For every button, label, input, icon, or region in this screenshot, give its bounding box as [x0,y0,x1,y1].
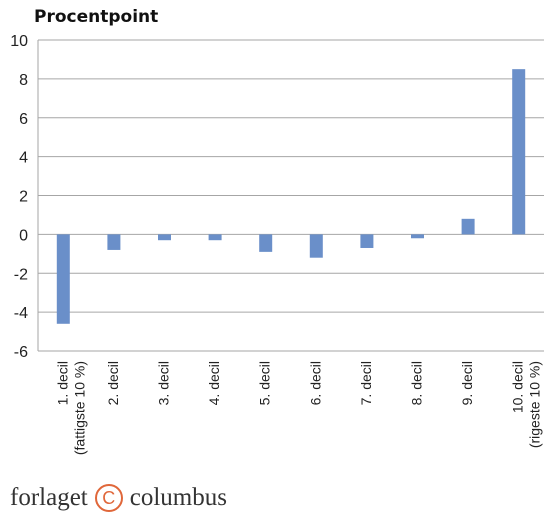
category-label: 9. decil [459,361,475,405]
category-label: (rigeste 10 %) [527,361,543,448]
category-labels: 1. decil (fattigste 10 %) 2. decil 3. decil… [54,361,542,455]
bar [107,234,121,250]
grid-lines [37,39,544,352]
y-tick-label: 10 [10,33,28,50]
y-tick-label: 4 [19,150,28,167]
category-label: 8. decil [409,361,425,405]
category-label: 7. decil [358,361,374,405]
category-label: (fattigste 10 %) [71,361,87,455]
category-label: 5. decil [257,361,273,405]
bar-chart: Procentpoint 10 8 6 4 2 0 -2 -4 -6 1. decil (fatt… [10,7,544,455]
bar [360,234,374,248]
y-tick-label: -6 [14,344,28,361]
y-tick-label: 0 [19,227,28,244]
y-axis-title: Procentpoint [34,7,158,27]
bar [208,234,222,241]
bar [259,234,273,252]
y-tick-label: -4 [14,305,28,322]
y-tick-label: 6 [19,111,28,128]
publisher-logo: forlaget C columbus [10,484,227,512]
y-tick-label: 2 [19,189,28,206]
category-label: 4. decil [206,361,222,405]
copyright-icon: C [94,484,123,512]
bars [56,69,526,324]
bar [158,234,171,241]
bar [56,234,70,324]
brand-left-text: forlaget [10,484,88,511]
y-tick-labels: 10 8 6 4 2 0 -2 -4 -6 [10,33,28,361]
bar [411,234,424,239]
category-label: 6. decil [307,361,323,405]
y-tick-label: 8 [19,72,28,89]
category-label: 1. decil [54,361,70,405]
category-label: 2. decil [105,361,121,405]
category-label: 3. decil [156,361,172,405]
category-label: 10. decil [510,361,526,413]
bar [461,218,475,235]
bar [309,234,323,258]
brand-right-text: columbus [129,484,227,511]
bar [512,69,526,235]
y-tick-label: -2 [14,266,28,283]
